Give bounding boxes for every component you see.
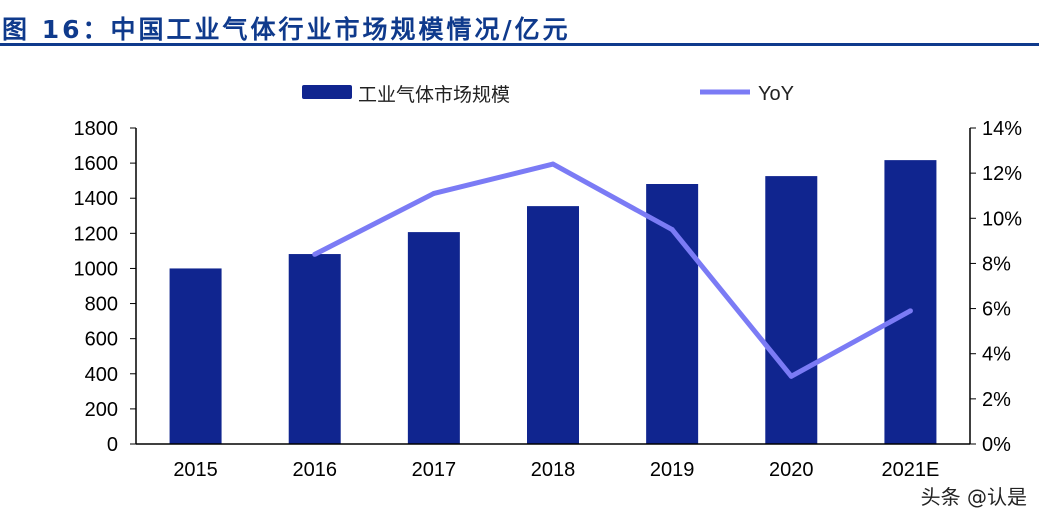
y2-tick-label: 4% xyxy=(982,344,1011,366)
y-tick-label: 1600 xyxy=(74,153,119,175)
y2-tick-label: 10% xyxy=(982,208,1022,230)
y2-tick-label: 2% xyxy=(982,389,1011,411)
y-tick-label: 1200 xyxy=(74,223,119,245)
bar-2018 xyxy=(527,206,579,444)
watermark: 头条 @认是 xyxy=(920,485,1027,509)
yoy-point-2017 xyxy=(431,190,437,196)
y2-tick-label: 14% xyxy=(982,118,1022,140)
yoy-point-2018 xyxy=(550,161,556,167)
bar-2021E xyxy=(884,160,937,445)
figure-title: 图 16：中国工业气体行业市场规模情况/亿元 xyxy=(2,15,571,44)
legend-bar-swatch xyxy=(302,85,352,99)
yoy-point-2019 xyxy=(669,227,675,233)
y2-tick-label: 12% xyxy=(982,163,1022,185)
y-tick-label: 0 xyxy=(107,434,118,456)
y-tick-label: 400 xyxy=(85,364,118,386)
yoy-point-2016 xyxy=(312,251,318,257)
x-tick-label: 2018 xyxy=(531,459,576,481)
y-tick-label: 1400 xyxy=(74,188,119,210)
x-tick-label: 2019 xyxy=(650,459,695,481)
legend-line-label: YoY xyxy=(758,83,794,105)
bar-2015 xyxy=(169,268,222,444)
x-tick-label: 2015 xyxy=(173,459,218,481)
bar-2016 xyxy=(288,254,341,444)
yoy-line xyxy=(313,161,912,379)
x-tick-label: 2021E xyxy=(882,459,940,481)
x-tick-label: 2017 xyxy=(412,459,457,481)
y2-tick-label: 8% xyxy=(982,253,1011,275)
x-tick-label: 2016 xyxy=(292,459,337,481)
y-tick-label: 600 xyxy=(85,329,118,351)
bar-2019 xyxy=(646,184,699,444)
y-tick-label: 1800 xyxy=(74,118,119,140)
title-rule xyxy=(0,43,1039,46)
bar-2020 xyxy=(765,176,818,444)
yoy-point-2020 xyxy=(788,373,794,379)
yoy-point-2021E xyxy=(907,308,913,314)
legend-bar-label: 工业气体市场规模 xyxy=(358,84,510,106)
x-tick-label: 2020 xyxy=(769,459,814,481)
bar-2017 xyxy=(407,232,460,444)
y2-tick-label: 0% xyxy=(982,434,1011,456)
y-tick-label: 200 xyxy=(85,399,118,421)
y-tick-label: 1000 xyxy=(74,258,119,280)
y-tick-label: 800 xyxy=(85,294,118,316)
y2-tick-label: 6% xyxy=(982,299,1011,321)
